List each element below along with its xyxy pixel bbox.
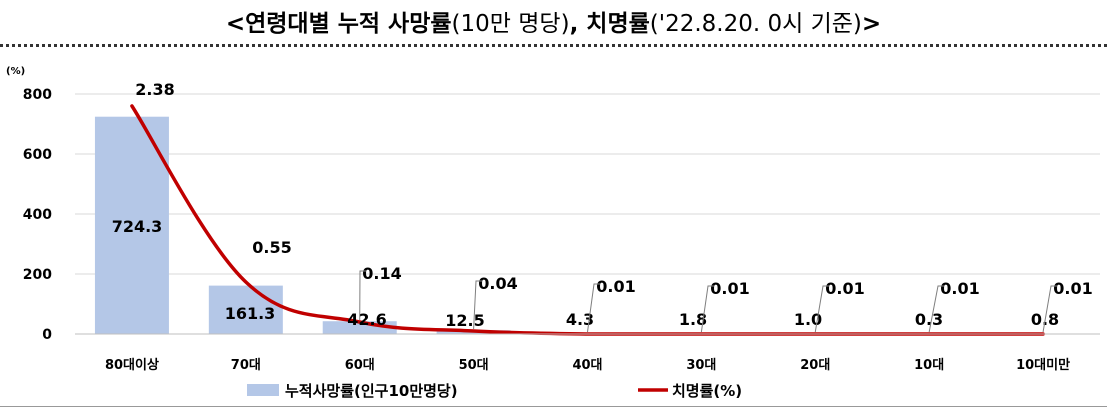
x-tick-label: 70대: [231, 358, 261, 373]
x-tick-label: 50대: [459, 358, 489, 373]
rate-value-label: 0.01: [710, 279, 749, 298]
bar-value-label: 161.3: [225, 304, 276, 323]
x-tick-label: 40대: [572, 358, 602, 373]
title-part5: >: [861, 11, 882, 37]
bar-70대: [208, 285, 283, 334]
bar-value-label: 0.3: [915, 310, 943, 329]
legend-label-bar: 누적사망률(인구10만명당): [285, 382, 458, 400]
rate-value-label: 2.38: [135, 80, 174, 99]
legend: 누적사망률(인구10만명당) 치명률(%): [247, 382, 742, 400]
rate-leader-line: [814, 285, 829, 333]
bar-value-label: 4.3: [566, 310, 594, 329]
x-tick-label: 30대: [686, 358, 716, 373]
bar-value-label: 1.8: [679, 310, 707, 329]
rate-leader-line: [473, 280, 482, 330]
bar-value-label: 12.5: [445, 311, 484, 330]
rate-leader-line: [1042, 285, 1057, 333]
rate-value-label: 0.01: [596, 277, 635, 296]
rate-leader-line: [700, 285, 714, 333]
x-tick-label: 10대: [914, 358, 944, 373]
rate-value-label: 0.01: [940, 279, 979, 298]
rate-value-label: 0.55: [252, 238, 291, 257]
y-tick-label: 600: [23, 147, 52, 163]
y-tick-label: 400: [23, 207, 52, 223]
rate-leader-line: [359, 270, 366, 321]
chart-title: <연령대별 누적 사망률(10만 명당), 치명률('22.8.20. 0시 기…: [0, 4, 1107, 38]
y-tick-label: 0: [42, 327, 52, 343]
legend-label-line: 치명률(%): [672, 382, 742, 400]
title-part2: (10만 명당): [451, 11, 570, 37]
rate-value-label: 0.01: [1053, 279, 1092, 298]
bar-value-label: 1.0: [794, 310, 822, 329]
title-part4: ('22.8.20. 0시 기준): [649, 11, 862, 37]
rate-leader-line: [587, 283, 600, 333]
x-tick-label: 20대: [800, 358, 830, 373]
bars: [94, 116, 1081, 335]
y-unit-label: (%): [6, 66, 25, 77]
y-tick-label: 200: [23, 267, 52, 283]
rate-line-path: [130, 104, 1045, 336]
rate-leader-line: [928, 285, 944, 333]
bar-value-label: 42.6: [347, 310, 386, 329]
x-tick-label: 80대이상: [105, 357, 159, 373]
y-tick-label: 800: [23, 87, 52, 103]
title-part1: <연령대별 누적 사망률: [225, 11, 452, 37]
x-tick-label: 60대: [345, 358, 375, 373]
axes: 0 200 400 600 800 (%) 80대이상 70대 60대 50대 40대 30대 20대 1…: [6, 66, 1100, 373]
title-part3: , 치명률: [569, 11, 650, 37]
bottom-divider: [0, 406, 1107, 407]
title-divider: [0, 44, 1107, 47]
rate-value-label: 0.14: [362, 264, 401, 283]
bar-80대이상: [94, 116, 169, 335]
rate-line: [130, 104, 1045, 336]
rate-value-label: 0.01: [825, 279, 864, 298]
x-tick-label: 10대미만: [1016, 357, 1070, 373]
rate-value-label: 0.04: [478, 274, 517, 293]
legend-swatch-bar: [247, 384, 279, 396]
bar-value-label: 724.3: [112, 217, 163, 236]
